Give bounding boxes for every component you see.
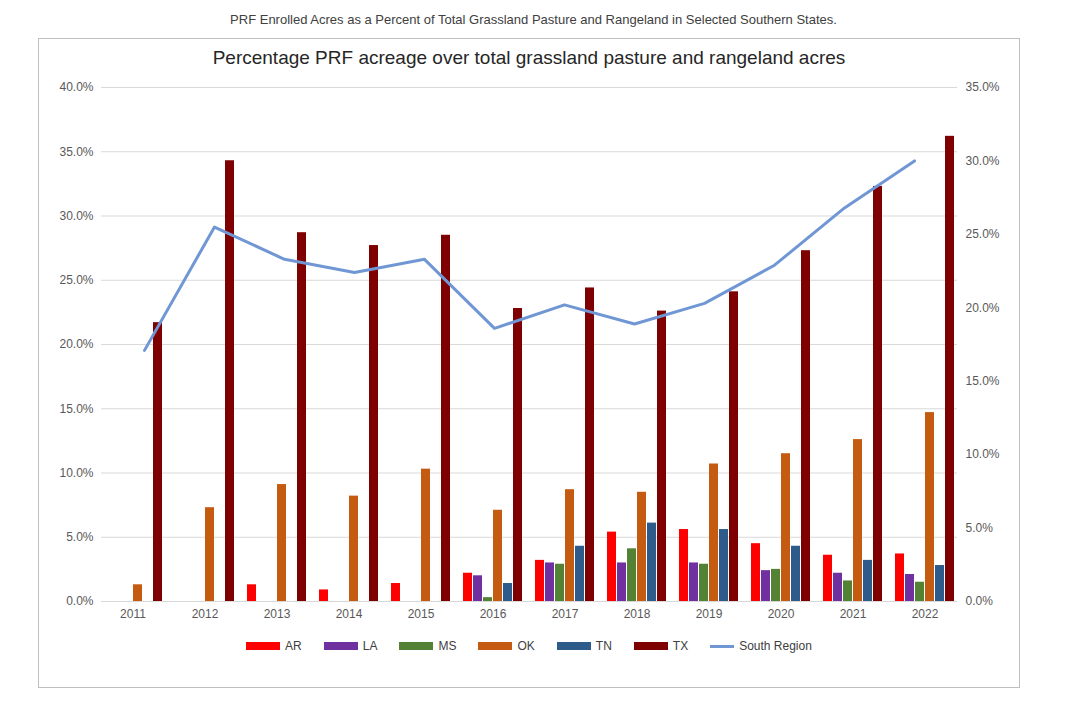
svg-text:15.0%: 15.0% bbox=[59, 402, 93, 416]
svg-text:2015: 2015 bbox=[408, 607, 435, 621]
svg-text:10.0%: 10.0% bbox=[966, 447, 1000, 461]
svg-text:0.0%: 0.0% bbox=[66, 594, 94, 608]
svg-text:5.0%: 5.0% bbox=[66, 530, 94, 544]
svg-text:30.0%: 30.0% bbox=[966, 154, 1000, 168]
html-text:TX: TX bbox=[672, 639, 689, 653]
svg-text:2013: 2013 bbox=[264, 607, 291, 621]
svg-text:20.0%: 20.0% bbox=[966, 301, 1000, 315]
svg-text:15.0%: 15.0% bbox=[966, 374, 1000, 388]
html-text:AR: AR bbox=[285, 639, 302, 653]
svg-text:2018: 2018 bbox=[624, 607, 651, 621]
svg-text:25.0%: 25.0% bbox=[59, 273, 93, 287]
svg-text:25.0%: 25.0% bbox=[966, 227, 1000, 241]
svg-text:2017: 2017 bbox=[552, 607, 579, 621]
html-text:OK: OK bbox=[517, 639, 535, 653]
svg-text:20.0%: 20.0% bbox=[59, 337, 93, 351]
svg-text:2011: 2011 bbox=[120, 607, 146, 621]
svg-text:2019: 2019 bbox=[696, 607, 723, 621]
svg-text:2016: 2016 bbox=[480, 607, 507, 621]
svg-text:5.0%: 5.0% bbox=[966, 521, 994, 535]
svg-text:30.0%: 30.0% bbox=[59, 209, 93, 223]
svg-text:10.0%: 10.0% bbox=[59, 466, 93, 480]
html-text:LA: LA bbox=[362, 639, 378, 653]
svg-text:2014: 2014 bbox=[336, 607, 363, 621]
svg-text:35.0%: 35.0% bbox=[59, 145, 93, 159]
html-text:PRF Enrolled Acres as a Percen: PRF Enrolled Acres as a Percent of Total… bbox=[230, 12, 837, 27]
html-text:TN: TN bbox=[595, 639, 612, 653]
svg-text:2021: 2021 bbox=[840, 607, 867, 621]
svg-text:2020: 2020 bbox=[768, 607, 795, 621]
svg-text:2012: 2012 bbox=[192, 607, 219, 621]
svg-text:40.0%: 40.0% bbox=[59, 80, 93, 94]
html-text:Percentage PRF acreage over to: Percentage PRF acreage over total grassl… bbox=[212, 47, 846, 68]
html-text:South Region: South Region bbox=[739, 639, 812, 653]
html-text:MS: MS bbox=[438, 639, 457, 653]
svg-text:35.0%: 35.0% bbox=[966, 80, 1000, 94]
svg-text:2022: 2022 bbox=[912, 607, 939, 621]
svg-text:0.0%: 0.0% bbox=[966, 594, 994, 608]
